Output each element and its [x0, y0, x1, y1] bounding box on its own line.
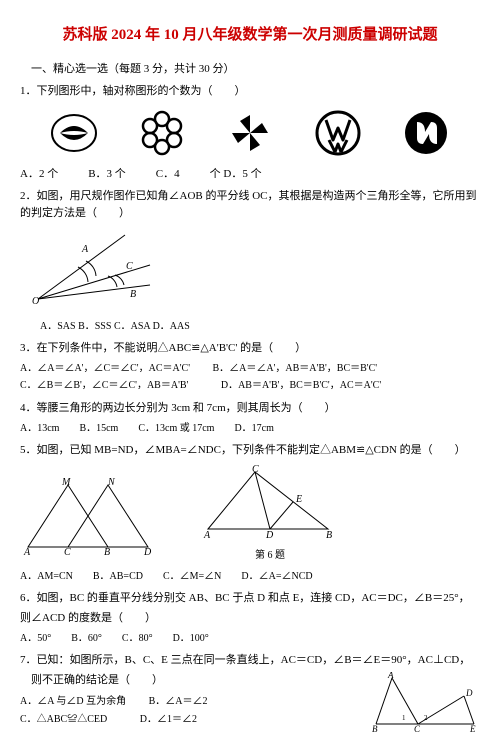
q6-opt-a: A．50° — [20, 631, 51, 646]
q4-options: A．13cm B．15cm C．13cm 或 17cm D．17cm — [20, 421, 480, 436]
q3-opt-d: D．AB＝A'B'，BC＝B'C'，AC＝A'C' — [221, 380, 381, 391]
question-3: 3．在下列条件中，不能说明△ABC≌△A'B'C' 的是（ ） A．∠A＝∠A'… — [20, 340, 480, 395]
fig6-label: 第 6 题 — [200, 548, 340, 563]
svg-text:B: B — [104, 547, 110, 557]
q6-text1: 6．如图，BC 的垂直平分线分别交 AB、BC 于点 D 和点 E，连接 CD，… — [20, 590, 480, 607]
svg-text:C: C — [64, 547, 71, 557]
question-7: 7．已知：如图所示，B、C、E 三点在同一条直线上，AC＝CD，∠B＝∠E＝90… — [20, 652, 480, 738]
q4-opt-d: D．17cm — [234, 421, 273, 436]
q1-options: A．2 个 B．3 个 C．4 个 D．5 个 — [20, 166, 480, 183]
svg-text:N: N — [107, 477, 116, 488]
q7-opt-a: A．∠A 与∠D 互为余角 — [20, 696, 126, 707]
q7-text2: 则不正确的结论是（ ） — [20, 672, 360, 689]
q1-opt-c: C．4 — [156, 166, 180, 183]
q5-opt-c: C．∠M=∠N — [163, 569, 221, 584]
q6-options: A．50° B．60° C．80° D．100° — [20, 631, 480, 646]
question-6: 6．如图，BC 的垂直平分线分别交 AB、BC 于点 D 和点 E，连接 CD，… — [20, 590, 480, 646]
question-5: 5．如图，已知 MB=ND，∠MBA=∠NDC，下列条件不能判定△ABM≌△CD… — [20, 442, 480, 584]
q7-opt-d: D．∠1＝∠2 — [140, 714, 197, 725]
q4-opt-a: A．13cm — [20, 421, 59, 436]
svg-text:E: E — [295, 494, 302, 505]
q6-opt-b: B．60° — [71, 631, 102, 646]
svg-text:B: B — [372, 724, 378, 732]
q1-opt-b: B．3 个 — [88, 166, 126, 183]
section-1-header: 一、精心选一选（每题 3 分，共计 30 分） — [20, 61, 480, 78]
question-4: 4．等腰三角形的两边长分别为 3cm 和 7cm，则其周长为（ ） A．13cm… — [20, 400, 480, 436]
q7-diagram: B C E A D 1 2 — [370, 672, 480, 738]
vw-logo-icon — [313, 108, 363, 158]
q3-text: 3．在下列条件中，不能说明△ABC≌△A'B'C' 的是（ ） — [20, 340, 480, 357]
q2-text: 2．如图，用尺规作图作已知角∠AOB 的平分线 OC，其根据是构造两个三角形全等… — [20, 188, 480, 221]
q1-logos — [20, 108, 480, 158]
q2-opt-a: A．SAS — [40, 321, 76, 332]
q3-opt-c: C．∠B＝∠B'，∠C＝∠C'，AB＝A'B' — [20, 380, 188, 391]
svg-text:A: A — [81, 244, 89, 255]
q5-diagram-left: A C B D M N — [20, 477, 160, 563]
q3-opt-b: B．∠A＝∠A'，AB＝A'B'，BC＝B'C' — [213, 363, 378, 374]
svg-text:A: A — [23, 547, 31, 557]
q2-diagram: O A C B — [30, 227, 480, 313]
q7-opt-c: C．△ABC≌△CED — [20, 714, 107, 725]
q7-opt-b: B．∠A＝∠2 — [149, 696, 208, 707]
q1-text: 1．下列图形中，轴对称图形的个数为（ ） — [20, 83, 480, 100]
q4-text: 4．等腰三角形的两边长分别为 3cm 和 7cm，则其周长为（ ） — [20, 400, 480, 417]
q5-text: 5．如图，已知 MB=ND，∠MBA=∠NDC，下列条件不能判定△ABM≌△CD… — [20, 442, 480, 459]
svg-text:A: A — [387, 672, 394, 680]
svg-text:D: D — [465, 688, 473, 698]
svg-text:E: E — [469, 724, 476, 732]
q5-diagram-right: A D B C E 第 6 题 — [200, 464, 340, 563]
q2-opt-c: C．ASA — [114, 321, 150, 332]
q3-opt-a: A．∠A＝∠A'，∠C＝∠C'，AC＝A'C' — [20, 363, 190, 374]
svg-text:M: M — [61, 477, 71, 488]
exam-title: 苏科版 2024 年 10 月八年级数学第一次月测质量调研试题 — [20, 24, 480, 47]
svg-text:2: 2 — [424, 714, 428, 722]
svg-text:1: 1 — [402, 714, 406, 722]
svg-text:C: C — [126, 261, 133, 272]
svg-text:D: D — [265, 530, 274, 541]
q6-text2: 则∠ACD 的度数是（ ） — [20, 610, 480, 627]
q2-options: A．SAS B．SSS C．ASA D．AAS — [40, 319, 480, 334]
q7-body: 则不正确的结论是（ ） A．∠A 与∠D 互为余角 B．∠A＝∠2 C．△ABC… — [20, 672, 360, 738]
q5-opt-b: B．AB=CD — [93, 569, 143, 584]
q1-opt-a: A．2 个 — [20, 166, 58, 183]
svg-text:C: C — [252, 464, 259, 475]
question-2: 2．如图，用尺规作图作已知角∠AOB 的平分线 OC，其根据是构造两个三角形全等… — [20, 188, 480, 334]
q3-options: A．∠A＝∠A'，∠C＝∠C'，AC＝A'C' B．∠A＝∠A'，AB＝A'B'… — [20, 360, 480, 394]
q5-diagrams: A C B D M N A D B C E 第 6 题 — [20, 464, 480, 563]
q2-opt-d: D．AAS — [153, 321, 190, 332]
svg-text:O: O — [32, 296, 39, 307]
q1-opt-d: 个 D．5 个 — [210, 166, 262, 183]
q2-opt-b: B．SSS — [78, 321, 111, 332]
svg-text:B: B — [326, 530, 332, 541]
q5-opt-a: A．AM=CN — [20, 569, 73, 584]
q7-text1: 7．已知：如图所示，B、C、E 三点在同一条直线上，AC＝CD，∠B＝∠E＝90… — [20, 652, 480, 669]
svg-text:A: A — [203, 530, 211, 541]
svg-text:C: C — [414, 724, 421, 732]
windmill-logo-icon — [225, 108, 275, 158]
flower-logo-icon — [137, 108, 187, 158]
svg-text:D: D — [143, 547, 152, 557]
question-1: 1．下列图形中，轴对称图形的个数为（ ） — [20, 83, 480, 182]
q6-opt-c: C．80° — [122, 631, 153, 646]
q5-opt-d: D．∠A=∠NCD — [241, 569, 312, 584]
q6-opt-d: D．100° — [173, 631, 209, 646]
svg-text:B: B — [130, 289, 136, 300]
q4-opt-c: C．13cm 或 17cm — [138, 421, 214, 436]
q4-opt-b: B．15cm — [79, 421, 118, 436]
dongfeng-logo-icon — [49, 108, 99, 158]
n-logo-icon — [401, 108, 451, 158]
q5-options: A．AM=CN B．AB=CD C．∠M=∠N D．∠A=∠NCD — [20, 569, 480, 584]
